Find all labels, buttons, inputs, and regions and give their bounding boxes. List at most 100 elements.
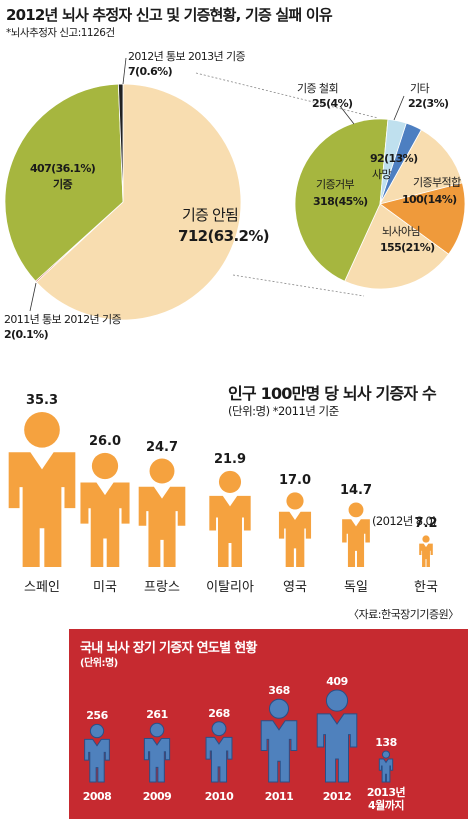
label-other-value: 22(3%) [408,97,449,110]
label-not-donated-value: 712(63.2%) [178,227,270,245]
year-1-value-label: 261 [146,708,168,722]
year-5-figure [378,750,394,783]
year-3-figure-head [268,698,290,719]
year-3-name-label: 2011 [264,790,294,803]
korea-2012-note: (2012년 8.0) [372,514,437,528]
country-chart-subtitle: (단위:명) *2011년 기준 [228,404,339,418]
year-1-figure-body [143,738,171,783]
country-3-figure [209,470,251,567]
year-3-figure [260,698,298,783]
year-5-figure-head [381,750,391,759]
label-2011-reported-line2: 2(0.1%) [4,328,49,341]
pie-connector-top [195,72,379,119]
country-6-name-label: 한국 [414,580,438,595]
country-6-figure [419,535,433,567]
country-3-figure-body [209,495,251,567]
label-2011-reported-line1: 2011년 통보 2012년 기증 [4,313,122,326]
year-3-figure-body [260,720,298,783]
country-4-value-label: 17.0 [278,473,312,489]
country-2-figure-head [149,458,175,484]
year-1-name-label: 2009 [142,790,172,803]
label-other-name: 기타 [410,82,430,95]
label-withdrawn-value: 25(4%) [312,97,353,110]
year-1-figure [143,722,171,783]
year-4-figure [316,689,358,783]
country-3-name-label: 이탈리아 [206,580,254,595]
country-5-value-label: 14.7 [339,483,373,499]
year-0-value-label: 256 [86,709,108,723]
leader-2011-reported [29,282,37,312]
label-unfit-name: 기증부적합 [413,176,461,189]
country-5-figure [342,502,370,567]
country-4-figure [278,492,312,567]
country-1-figure-body [80,482,130,567]
sub-pie-slice-5 [379,118,407,205]
country-6-figure-head [422,535,430,543]
year-0-figure-body [84,738,110,783]
country-2-figure [138,458,186,567]
label-refusal-value: 318(45%) [313,195,368,208]
year-2-value-label: 268 [208,706,230,720]
year-0-name-label: 2008 [82,790,112,803]
main-pie-slice-3 [117,83,124,203]
year-5-value-label: 138 [375,735,397,749]
year-1-figure-head [149,722,165,738]
country-4-name-label: 영국 [283,580,307,595]
sub-pie-slice-4 [294,118,389,282]
country-5-name-label: 독일 [344,580,368,595]
leader-withdrawn [339,105,355,125]
yearly-chart-title: 국내 뇌사 장기 기증자 연도별 현황 [80,641,257,656]
label-donated-name: 기증 [53,178,73,191]
country-6-figure-body [419,543,433,567]
leader-2012-reported [122,57,127,85]
source-note: 〈자료:한국장기기증원〉 [348,608,459,621]
label-2012-reported-line2: 7(0.6%) [128,65,173,78]
year-2-figure-head [211,721,227,737]
label-not-donated-name: 기증 안됨 [182,206,239,224]
year-5-figure-body [378,758,394,783]
country-1-figure [80,452,130,567]
country-chart-title: 인구 100만명 당 뇌사 기증자 수 [228,384,437,403]
country-0-value-label: 35.3 [25,393,59,408]
year-4-figure-head [325,689,349,712]
label-not-braindead-value: 155(21%) [380,241,435,254]
label-death-name: 사망 [372,168,392,181]
country-1-value-label: 26.0 [88,433,122,449]
country-6-value-label: 7.2 [414,516,438,532]
label-unfit-value: 100(14%) [402,193,457,206]
year-3-value-label: 368 [268,684,290,698]
label-refusal-name: 기증거부 [316,178,355,191]
main-pie-slice-2 [4,83,124,282]
year-2-name-label: 2010 [204,790,234,803]
country-1-figure-head [91,452,119,480]
label-withdrawn-name: 기증 철회 [297,82,339,95]
country-5-figure-body [342,519,370,567]
country-2-name-label: 프랑스 [144,580,180,595]
year-4-name-label: 2012 [322,790,352,803]
leader-other [393,95,405,121]
country-2-value-label: 24.7 [145,439,179,455]
country-3-figure-head [218,470,242,493]
sub-pie-slice-1 [379,129,463,205]
country-0-figure-head [24,412,60,448]
page-title: 2012년 뇌사 추정자 신고 및 기증현황, 기증 실패 이유 [6,6,333,24]
year-2-figure [205,721,233,783]
country-0-figure-body [8,452,76,567]
year-4-value-label: 409 [326,675,348,688]
year-4-figure-body [316,713,358,783]
year-0-figure [84,723,110,783]
label-not-braindead-name: 뇌사아님 [382,225,421,238]
country-4-figure-body [278,511,312,567]
year-5-name-label: 2013년 4월까지 [366,786,406,812]
country-0-name-label: 스페인 [24,580,60,595]
label-death-value: 92(13%) [370,152,418,165]
page-subtitle: *뇌사추정자 신고:1126건 [6,27,115,39]
country-0-figure [8,412,76,567]
label-2012-reported-line1: 2012년 통보 2013년 기증 [128,50,246,63]
sub-pie-slice-2 [379,182,466,255]
main-pie-slice-0 [35,83,242,321]
country-2-figure-body [138,486,186,567]
label-donated-value: 407(36.1%) [30,162,96,175]
country-3-value-label: 21.9 [213,451,247,467]
